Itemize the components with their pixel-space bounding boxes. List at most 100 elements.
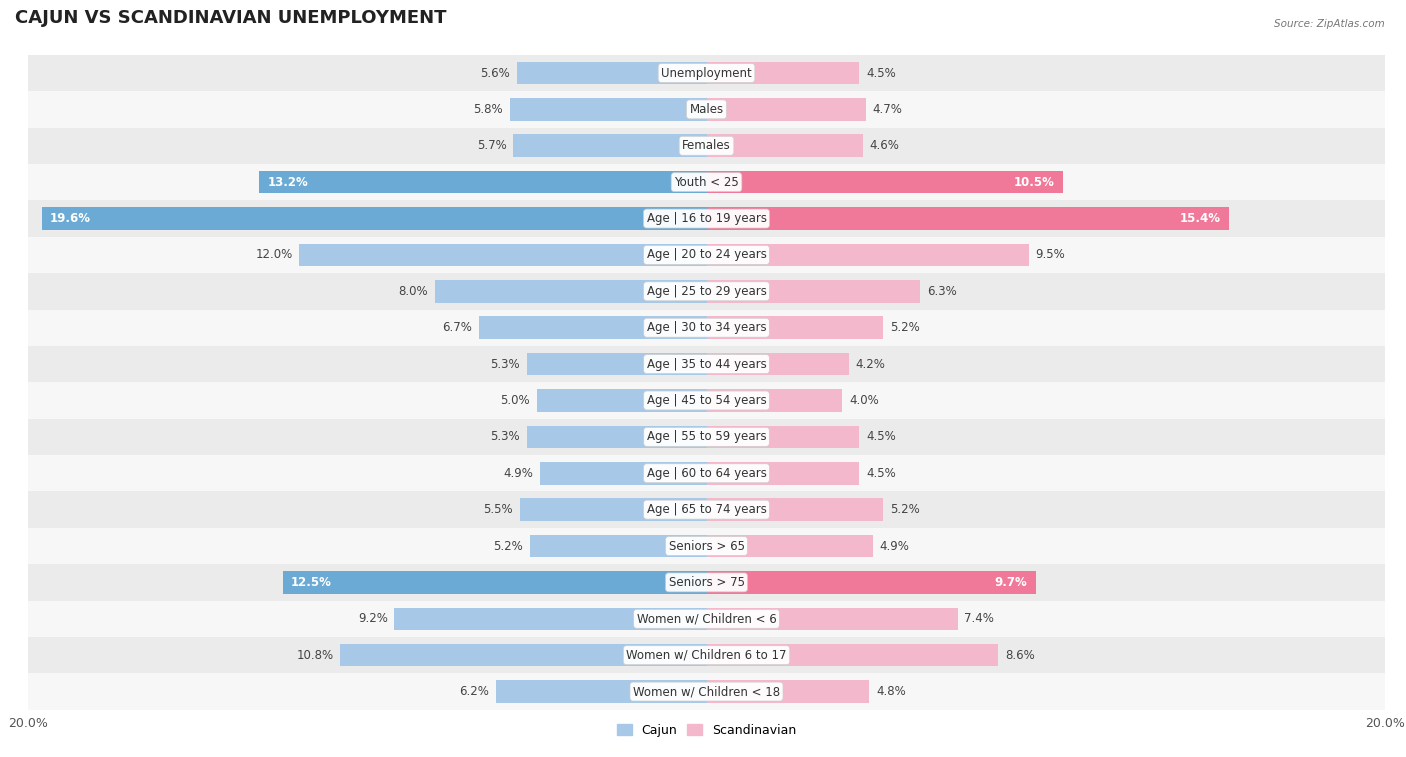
Bar [28, 164, 1385, 201]
Bar [28, 346, 1385, 382]
Legend: Cajun, Scandinavian: Cajun, Scandinavian [612, 718, 801, 742]
Text: 5.2%: 5.2% [890, 321, 920, 334]
Text: 7.4%: 7.4% [965, 612, 994, 625]
Text: 4.9%: 4.9% [503, 467, 533, 480]
Bar [259, 171, 707, 194]
Bar [28, 674, 1385, 710]
Text: 5.5%: 5.5% [484, 503, 513, 516]
Text: 15.4%: 15.4% [1180, 212, 1220, 225]
Text: 13.2%: 13.2% [267, 176, 308, 188]
Bar [537, 389, 707, 412]
Text: 6.7%: 6.7% [443, 321, 472, 334]
Bar [28, 55, 1385, 91]
Bar [707, 425, 859, 448]
Bar [527, 425, 707, 448]
Text: 4.5%: 4.5% [866, 467, 896, 480]
Text: 5.0%: 5.0% [501, 394, 530, 407]
Bar [283, 571, 707, 593]
Text: 5.8%: 5.8% [474, 103, 503, 116]
Bar [707, 571, 1036, 593]
Bar [707, 389, 842, 412]
Bar [299, 244, 707, 266]
Bar [395, 608, 707, 630]
Text: Seniors > 75: Seniors > 75 [668, 576, 745, 589]
Text: Age | 35 to 44 years: Age | 35 to 44 years [647, 357, 766, 371]
Bar [28, 491, 1385, 528]
Text: 5.2%: 5.2% [494, 540, 523, 553]
Bar [530, 534, 707, 557]
Bar [28, 637, 1385, 674]
Bar [510, 98, 707, 120]
Bar [496, 681, 707, 702]
Text: Women w/ Children < 6: Women w/ Children < 6 [637, 612, 776, 625]
Text: 19.6%: 19.6% [51, 212, 91, 225]
Text: 8.6%: 8.6% [1005, 649, 1035, 662]
Text: Youth < 25: Youth < 25 [673, 176, 740, 188]
Bar [28, 237, 1385, 273]
Bar [707, 98, 866, 120]
Bar [28, 600, 1385, 637]
Bar [28, 382, 1385, 419]
Text: CAJUN VS SCANDINAVIAN UNEMPLOYMENT: CAJUN VS SCANDINAVIAN UNEMPLOYMENT [14, 8, 446, 26]
Text: 12.5%: 12.5% [291, 576, 332, 589]
Bar [707, 608, 957, 630]
Bar [28, 91, 1385, 128]
Text: 4.5%: 4.5% [866, 67, 896, 79]
Bar [436, 280, 707, 303]
Text: 6.3%: 6.3% [927, 285, 956, 298]
Bar [340, 644, 707, 666]
Text: 9.5%: 9.5% [1036, 248, 1066, 261]
Bar [707, 62, 859, 84]
Text: 5.3%: 5.3% [491, 431, 520, 444]
Bar [707, 244, 1029, 266]
Bar [42, 207, 707, 230]
Text: Age | 60 to 64 years: Age | 60 to 64 years [647, 467, 766, 480]
Bar [516, 62, 707, 84]
Text: Age | 20 to 24 years: Age | 20 to 24 years [647, 248, 766, 261]
Text: Seniors > 65: Seniors > 65 [668, 540, 745, 553]
Text: 10.8%: 10.8% [297, 649, 333, 662]
Text: 9.7%: 9.7% [994, 576, 1026, 589]
Text: 4.8%: 4.8% [876, 685, 905, 698]
Bar [707, 171, 1063, 194]
Text: Women w/ Children 6 to 17: Women w/ Children 6 to 17 [626, 649, 787, 662]
Text: 5.6%: 5.6% [479, 67, 510, 79]
Bar [28, 564, 1385, 600]
Text: Source: ZipAtlas.com: Source: ZipAtlas.com [1274, 19, 1385, 29]
Bar [28, 455, 1385, 491]
Text: Age | 25 to 29 years: Age | 25 to 29 years [647, 285, 766, 298]
Bar [28, 201, 1385, 237]
Bar [479, 316, 707, 339]
Text: 4.6%: 4.6% [869, 139, 900, 152]
Text: 8.0%: 8.0% [399, 285, 429, 298]
Bar [28, 528, 1385, 564]
Text: Age | 55 to 59 years: Age | 55 to 59 years [647, 431, 766, 444]
Bar [707, 353, 849, 375]
Text: 12.0%: 12.0% [256, 248, 292, 261]
Bar [28, 128, 1385, 164]
Text: Women w/ Children < 18: Women w/ Children < 18 [633, 685, 780, 698]
Text: 9.2%: 9.2% [357, 612, 388, 625]
Text: 6.2%: 6.2% [460, 685, 489, 698]
Bar [707, 681, 869, 702]
Text: Females: Females [682, 139, 731, 152]
Bar [28, 273, 1385, 310]
Text: 4.5%: 4.5% [866, 431, 896, 444]
Text: Age | 30 to 34 years: Age | 30 to 34 years [647, 321, 766, 334]
Bar [513, 135, 707, 157]
Text: Males: Males [689, 103, 724, 116]
Text: 5.2%: 5.2% [890, 503, 920, 516]
Bar [707, 207, 1229, 230]
Text: 4.7%: 4.7% [873, 103, 903, 116]
Bar [520, 498, 707, 521]
Bar [28, 310, 1385, 346]
Text: 4.0%: 4.0% [849, 394, 879, 407]
Bar [707, 644, 998, 666]
Bar [707, 280, 920, 303]
Bar [707, 135, 862, 157]
Text: 10.5%: 10.5% [1014, 176, 1054, 188]
Bar [707, 316, 883, 339]
Text: Age | 45 to 54 years: Age | 45 to 54 years [647, 394, 766, 407]
Bar [527, 353, 707, 375]
Text: Age | 16 to 19 years: Age | 16 to 19 years [647, 212, 766, 225]
